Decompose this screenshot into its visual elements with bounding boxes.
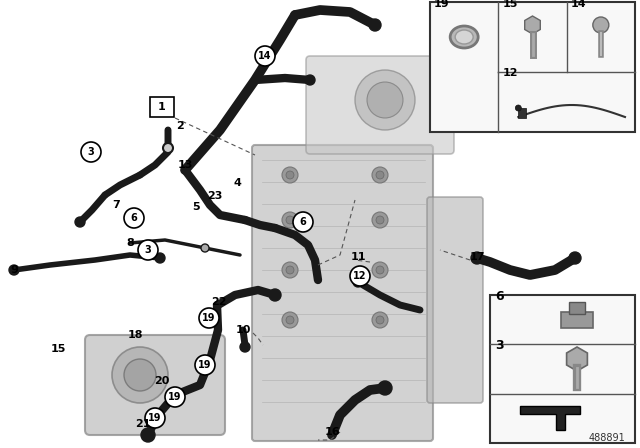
Circle shape [378, 381, 392, 395]
Circle shape [75, 217, 85, 227]
Text: 16: 16 [324, 427, 340, 437]
Text: 22: 22 [211, 297, 227, 307]
Ellipse shape [450, 26, 478, 48]
Circle shape [286, 266, 294, 274]
Circle shape [195, 355, 215, 375]
Circle shape [369, 19, 381, 31]
Circle shape [515, 105, 522, 111]
Circle shape [255, 46, 275, 66]
Text: 5: 5 [192, 202, 200, 212]
Bar [569, 302, 585, 314]
Circle shape [593, 17, 609, 33]
Circle shape [376, 216, 384, 224]
Text: 12: 12 [353, 271, 367, 281]
Bar [150, 97, 174, 117]
FancyBboxPatch shape [306, 56, 454, 154]
Circle shape [293, 212, 313, 232]
Circle shape [282, 167, 298, 183]
Text: 4: 4 [233, 178, 241, 188]
Text: 19: 19 [202, 313, 216, 323]
Text: 19: 19 [168, 392, 182, 402]
Circle shape [372, 262, 388, 278]
Circle shape [112, 347, 168, 403]
Circle shape [124, 359, 156, 391]
Circle shape [269, 289, 281, 301]
Text: 20: 20 [154, 376, 170, 386]
Text: 12: 12 [502, 68, 518, 78]
Circle shape [199, 308, 219, 328]
Circle shape [372, 312, 388, 328]
Bar [518, 108, 526, 118]
Text: 21: 21 [135, 419, 151, 429]
Text: 19: 19 [434, 0, 450, 9]
Text: 10: 10 [236, 325, 251, 335]
Text: 18: 18 [127, 330, 143, 340]
Text: 8: 8 [126, 238, 134, 248]
Circle shape [372, 212, 388, 228]
Circle shape [201, 244, 209, 252]
Circle shape [124, 208, 144, 228]
Ellipse shape [455, 30, 473, 44]
Text: 6: 6 [495, 290, 504, 303]
Circle shape [141, 428, 155, 442]
Circle shape [163, 143, 173, 153]
Circle shape [240, 342, 250, 352]
Text: 6: 6 [131, 213, 138, 223]
Circle shape [286, 216, 294, 224]
Circle shape [376, 266, 384, 274]
Text: 3: 3 [145, 245, 152, 255]
Text: 6: 6 [300, 217, 307, 227]
Circle shape [282, 212, 298, 228]
Polygon shape [520, 406, 580, 430]
FancyBboxPatch shape [427, 197, 483, 403]
Circle shape [569, 252, 581, 264]
Circle shape [286, 171, 294, 179]
Text: 9: 9 [10, 265, 18, 275]
Text: 488891: 488891 [588, 433, 625, 443]
Circle shape [353, 277, 363, 287]
Circle shape [376, 171, 384, 179]
Circle shape [155, 253, 165, 263]
Circle shape [282, 262, 298, 278]
Text: 17: 17 [469, 252, 484, 262]
Circle shape [138, 240, 158, 260]
Text: 3: 3 [88, 147, 94, 157]
Text: 15: 15 [51, 344, 66, 354]
Text: 14: 14 [259, 51, 272, 61]
Circle shape [9, 265, 19, 275]
Text: 14: 14 [571, 0, 586, 9]
Text: 2: 2 [176, 121, 184, 131]
Bar [430, 2, 635, 132]
Text: 1: 1 [158, 102, 166, 112]
Circle shape [355, 70, 415, 130]
Text: 11: 11 [350, 252, 365, 262]
Circle shape [81, 142, 101, 162]
FancyBboxPatch shape [85, 335, 225, 435]
Text: 7: 7 [112, 200, 120, 210]
Circle shape [305, 75, 315, 85]
Bar [490, 295, 635, 443]
Text: 23: 23 [207, 191, 223, 201]
Circle shape [367, 82, 403, 118]
FancyBboxPatch shape [252, 145, 433, 441]
Circle shape [350, 266, 370, 286]
Text: 19: 19 [198, 360, 212, 370]
Circle shape [372, 167, 388, 183]
Circle shape [376, 316, 384, 324]
Text: 13: 13 [177, 160, 193, 170]
Text: 19: 19 [148, 413, 162, 423]
Circle shape [165, 387, 185, 407]
Circle shape [286, 316, 294, 324]
Circle shape [145, 408, 165, 428]
Circle shape [282, 312, 298, 328]
Text: 3: 3 [495, 339, 504, 352]
Bar [561, 312, 593, 327]
Text: 15: 15 [502, 0, 518, 9]
Circle shape [471, 252, 483, 264]
